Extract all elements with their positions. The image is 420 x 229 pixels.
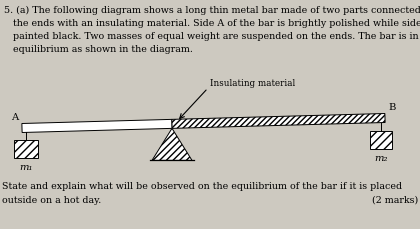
Bar [14, 140, 38, 158]
Text: outside on a hot day.: outside on a hot day. [2, 196, 101, 205]
Text: A: A [11, 112, 18, 122]
Text: m₁: m₁ [19, 163, 33, 172]
Text: equilibrium as shown in the diagram.: equilibrium as shown in the diagram. [4, 45, 193, 54]
Polygon shape [172, 114, 385, 128]
Bar [370, 131, 392, 149]
Text: Insulating material: Insulating material [210, 79, 295, 88]
Text: the ends with an insulating material. Side A of the bar is brightly polished whi: the ends with an insulating material. Si… [4, 19, 420, 28]
Text: 5. (a) The following diagram shows a long thin metal bar made of two parts conne: 5. (a) The following diagram shows a lon… [4, 6, 420, 15]
Text: B: B [388, 103, 395, 112]
Text: painted black. Two masses of equal weight are suspended on the ends. The bar is : painted black. Two masses of equal weigh… [4, 32, 419, 41]
Polygon shape [22, 119, 172, 133]
Polygon shape [152, 128, 192, 160]
Text: (2 marks): (2 marks) [372, 196, 418, 205]
Text: State and explain what will be observed on the equilibrium of the bar if it is p: State and explain what will be observed … [2, 182, 402, 191]
Text: m₂: m₂ [374, 154, 388, 163]
